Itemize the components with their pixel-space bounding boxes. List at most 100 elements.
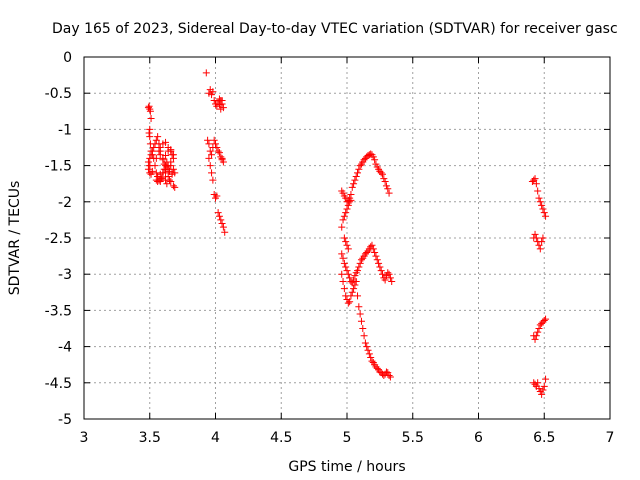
grid-lines xyxy=(84,57,610,419)
data-point xyxy=(342,263,350,271)
data-point xyxy=(364,346,372,354)
data-point xyxy=(351,281,359,289)
data-point xyxy=(344,299,352,307)
data-point xyxy=(382,368,390,376)
data-point xyxy=(214,147,222,155)
data-point xyxy=(339,189,347,197)
data-point xyxy=(369,153,377,161)
data-point xyxy=(162,151,170,159)
data-point xyxy=(368,241,376,249)
data-point xyxy=(152,169,160,177)
data-point xyxy=(162,138,170,146)
data-point xyxy=(359,325,367,332)
data-point xyxy=(540,382,548,390)
data-point xyxy=(381,276,389,284)
series-sat-cluster-c xyxy=(338,150,396,381)
data-point xyxy=(385,372,393,380)
data-point xyxy=(346,198,354,206)
data-point xyxy=(217,153,225,161)
data-point xyxy=(346,298,354,306)
data-point xyxy=(377,267,385,275)
data-point xyxy=(351,272,359,280)
data-point xyxy=(146,154,154,162)
data-point xyxy=(340,234,348,242)
data-point xyxy=(215,149,223,157)
data-point xyxy=(147,115,155,123)
data-point xyxy=(219,158,227,166)
y-tick-label: 0 xyxy=(63,50,72,66)
data-point xyxy=(205,140,213,148)
data-point xyxy=(155,147,163,155)
data-point xyxy=(164,172,172,180)
data-point xyxy=(147,151,155,159)
data-point xyxy=(204,136,212,144)
data-point xyxy=(218,154,226,162)
x-tick-label: 4.5 xyxy=(270,430,292,446)
data-point xyxy=(156,144,164,151)
x-axis-label: GPS time / hours xyxy=(288,459,405,475)
data-point xyxy=(219,223,227,231)
x-tick-label: 5.5 xyxy=(402,430,424,446)
data-point xyxy=(531,175,539,183)
data-point xyxy=(167,178,175,186)
data-point xyxy=(538,390,546,398)
data-point xyxy=(355,165,363,173)
data-point xyxy=(371,248,379,256)
data-point xyxy=(202,69,210,77)
data-point xyxy=(148,147,156,155)
data-point xyxy=(356,310,364,318)
data-point xyxy=(536,198,544,206)
data-point xyxy=(381,178,389,186)
data-point xyxy=(210,136,218,144)
y-tick-label: -4.5 xyxy=(45,376,72,392)
data-point xyxy=(159,156,167,164)
data-point xyxy=(535,325,543,332)
data-point xyxy=(379,170,387,178)
data-point xyxy=(171,183,179,191)
data-point xyxy=(208,169,216,177)
data-point xyxy=(215,101,223,109)
data-point xyxy=(167,146,175,154)
y-axis: 0 -0.5 -1 -1.5 -2 -2.5 -3 -3.5 -4 -4.5 -5 xyxy=(45,50,610,428)
y-axis-label: SDTVAR / TECUs xyxy=(7,181,23,296)
data-point xyxy=(379,270,387,278)
data-point xyxy=(209,88,217,96)
data-point xyxy=(386,274,394,282)
data-point xyxy=(209,176,217,184)
data-point xyxy=(221,228,229,236)
data-point xyxy=(162,169,170,177)
data-point xyxy=(342,238,350,246)
data-point xyxy=(363,343,371,351)
x-axis: 3 3.5 4 4.5 5 5.5 6 6.5 7 xyxy=(80,57,614,446)
x-tick-label: 3 xyxy=(80,430,89,446)
data-point xyxy=(531,230,539,238)
data-point xyxy=(169,165,177,173)
data-point xyxy=(145,129,153,137)
data-points xyxy=(144,69,550,398)
data-point xyxy=(218,220,226,228)
data-point xyxy=(206,162,214,170)
data-point xyxy=(531,335,539,343)
data-point xyxy=(344,201,352,209)
data-point xyxy=(152,154,160,162)
data-point xyxy=(146,125,154,133)
data-point xyxy=(380,175,388,183)
y-tick-label: -1 xyxy=(58,122,72,138)
data-point xyxy=(360,332,368,340)
data-point xyxy=(351,176,359,184)
data-point xyxy=(538,238,546,246)
data-point xyxy=(372,252,380,260)
data-point xyxy=(339,254,347,262)
data-point xyxy=(530,176,538,184)
data-point xyxy=(169,151,177,159)
data-point xyxy=(169,182,177,190)
data-point xyxy=(536,245,544,253)
data-point xyxy=(344,245,352,253)
data-point xyxy=(532,234,540,242)
data-point xyxy=(343,267,351,275)
data-point xyxy=(385,189,393,197)
data-point xyxy=(356,162,364,170)
data-point xyxy=(540,209,548,217)
data-point xyxy=(217,216,225,224)
